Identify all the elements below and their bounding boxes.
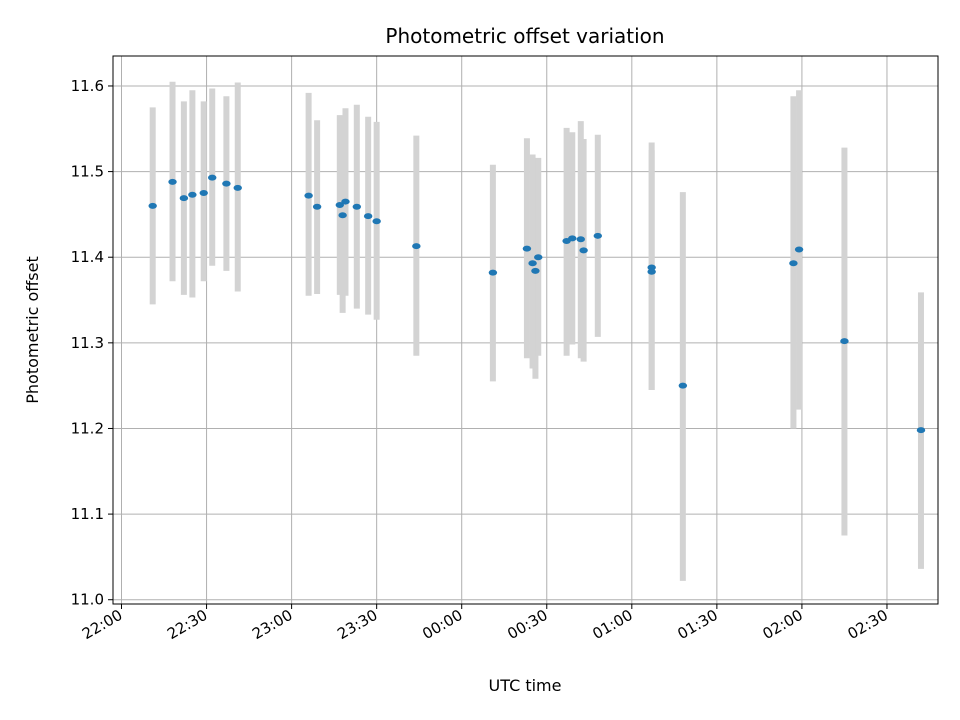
data-point [579,247,588,254]
data-point [789,260,798,267]
chart-title: Photometric offset variation [385,24,664,48]
x-axis-label: UTC time [489,676,562,695]
y-axis-label: Photometric offset [23,256,42,404]
data-point [568,235,577,242]
data-points [148,174,926,434]
data-point [338,212,347,219]
data-point [531,267,540,274]
y-tick-label: 11.3 [71,334,104,352]
data-point [199,190,208,196]
data-point [208,174,217,181]
y-tick-label: 11.6 [71,77,104,95]
plot-frame [112,55,939,605]
data-point [593,232,602,239]
data-point [678,382,688,389]
data-point [647,268,656,275]
data-point [488,269,498,276]
data-point [168,178,177,185]
y-axis: 11.0 11.1 11.2 11.3 11.4 11.5 11.6 [71,77,113,609]
data-point [304,192,313,199]
data-point [576,236,585,243]
data-point [352,203,362,210]
data-point [179,195,189,202]
data-point [188,191,197,198]
data-point [372,218,381,225]
y-tick-label: 11.5 [71,163,104,181]
data-point [840,338,849,345]
data-point [647,264,656,271]
data-point [794,246,804,253]
data-point [522,245,532,252]
data-point [312,203,322,210]
data-point [528,260,537,267]
y-tick-label: 11.0 [71,591,104,609]
data-point [412,243,421,250]
data-point [222,180,231,187]
y-tick-label: 11.2 [71,419,104,437]
y-tick-label: 11.1 [71,505,104,523]
data-point [916,427,926,434]
y-tick-label: 11.4 [71,248,104,266]
data-point [148,202,157,209]
data-point [534,254,543,261]
data-point [335,201,345,208]
data-point [363,213,373,220]
data-point [341,198,350,205]
data-point [233,184,242,191]
